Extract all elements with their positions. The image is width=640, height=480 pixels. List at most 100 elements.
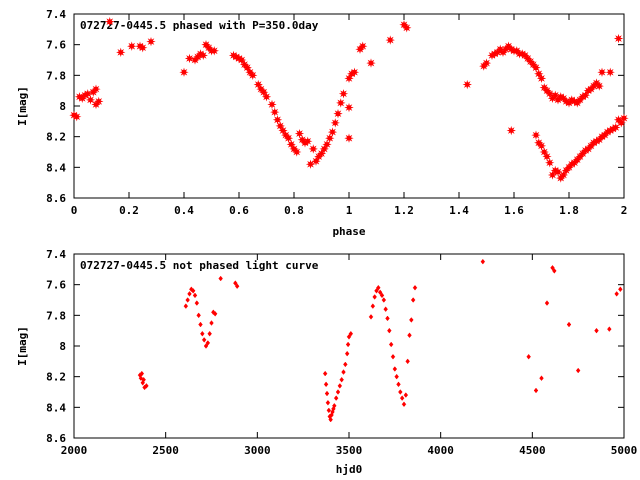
y-tick-label: 8: [59, 100, 66, 113]
data-point: [337, 383, 343, 389]
data-point: [580, 90, 591, 100]
y-tick-label: 8: [59, 340, 66, 353]
data-point: [198, 50, 208, 61]
y-tick-label: 8.6: [46, 192, 66, 205]
data-point: [327, 127, 338, 137]
data-point: [248, 70, 258, 80]
data-point: [506, 125, 516, 136]
data-point: [462, 79, 472, 90]
data-point: [390, 353, 396, 360]
data-point: [328, 416, 333, 423]
data-point: [368, 314, 374, 320]
data-point: [146, 36, 156, 47]
data-point: [366, 58, 376, 68]
data-point: [401, 401, 407, 408]
data-point: [253, 79, 263, 90]
y-tick-label: 7.8: [46, 69, 66, 82]
data-point: [218, 275, 223, 282]
x-tick-label: 0.8: [284, 204, 304, 217]
x-axis-label: hjd0: [336, 463, 363, 476]
data-point: [550, 264, 555, 271]
x-tick-label: 1.6: [504, 204, 524, 217]
data-point: [294, 128, 305, 139]
data-point: [344, 73, 354, 84]
data-point: [305, 159, 316, 169]
data-point: [308, 144, 318, 154]
data-point: [141, 376, 146, 383]
data-point: [539, 375, 544, 382]
data-point: [272, 115, 283, 125]
data-point: [275, 121, 285, 131]
data-point: [138, 43, 148, 53]
data-point: [605, 67, 615, 77]
data-point: [402, 23, 412, 33]
y-tick-label: 7.6: [46, 39, 66, 52]
data-point: [383, 306, 388, 313]
data-point: [387, 327, 392, 334]
data-point: [553, 167, 563, 177]
data-point: [322, 139, 332, 149]
data-point: [613, 115, 624, 125]
data-point: [372, 294, 377, 300]
data-point: [336, 98, 346, 108]
data-point: [91, 84, 101, 94]
data-point: [127, 41, 137, 51]
data-point: [185, 297, 190, 303]
data-point: [594, 81, 604, 91]
data-point: [200, 330, 205, 337]
data-point: [594, 327, 599, 334]
data-point: [358, 41, 368, 51]
y-tick-label: 8.4: [46, 401, 66, 414]
data-point: [407, 332, 412, 339]
data-point: [203, 343, 209, 349]
y-tick-label: 7.8: [46, 309, 66, 322]
data-point: [335, 389, 341, 395]
data-point: [536, 73, 547, 84]
data-point: [261, 92, 272, 102]
x-tick-label: 3000: [244, 444, 271, 457]
data-point: [333, 395, 339, 401]
x-tick-label: 2500: [152, 444, 179, 457]
data-point: [207, 330, 212, 337]
data-point: [398, 389, 403, 395]
data-point: [209, 46, 219, 56]
data-point: [618, 286, 623, 293]
data-point: [187, 291, 192, 297]
y-tick-label: 8.2: [46, 371, 66, 384]
plot-title: 072727-0445.5 phased with P=350.0day: [80, 19, 319, 32]
data-point: [346, 333, 352, 340]
data-point: [270, 107, 280, 117]
data-point: [344, 133, 354, 143]
data-point: [533, 387, 539, 394]
data-point: [201, 337, 207, 343]
data-point: [341, 369, 346, 375]
data-point: [481, 58, 492, 68]
x-tick-label: 4000: [427, 444, 454, 457]
data-point: [330, 118, 340, 128]
data-point: [209, 320, 214, 326]
data-point: [544, 300, 550, 306]
data-point: [183, 303, 189, 309]
data-point: [526, 353, 531, 360]
data-point: [190, 287, 196, 294]
data-point: [376, 284, 381, 291]
data-point: [344, 102, 354, 113]
x-tick-label: 2000: [61, 444, 88, 457]
data-point: [370, 303, 376, 309]
y-tick-label: 7.4: [46, 248, 66, 261]
data-point: [385, 35, 395, 45]
data-point: [531, 63, 541, 73]
data-point: [613, 33, 624, 44]
x-tick-label: 1.4: [449, 204, 469, 217]
data-point: [139, 370, 145, 377]
y-tick-label: 7.6: [46, 279, 66, 292]
data-point: [116, 47, 126, 57]
data-point: [403, 392, 409, 398]
data-point: [144, 383, 149, 389]
data-point: [539, 147, 549, 157]
plot-title: 072727-0445.5 not phased light curve: [80, 259, 319, 272]
data-point: [349, 67, 360, 77]
data-point: [303, 136, 313, 146]
data-point: [388, 341, 394, 348]
data-point: [233, 280, 238, 286]
